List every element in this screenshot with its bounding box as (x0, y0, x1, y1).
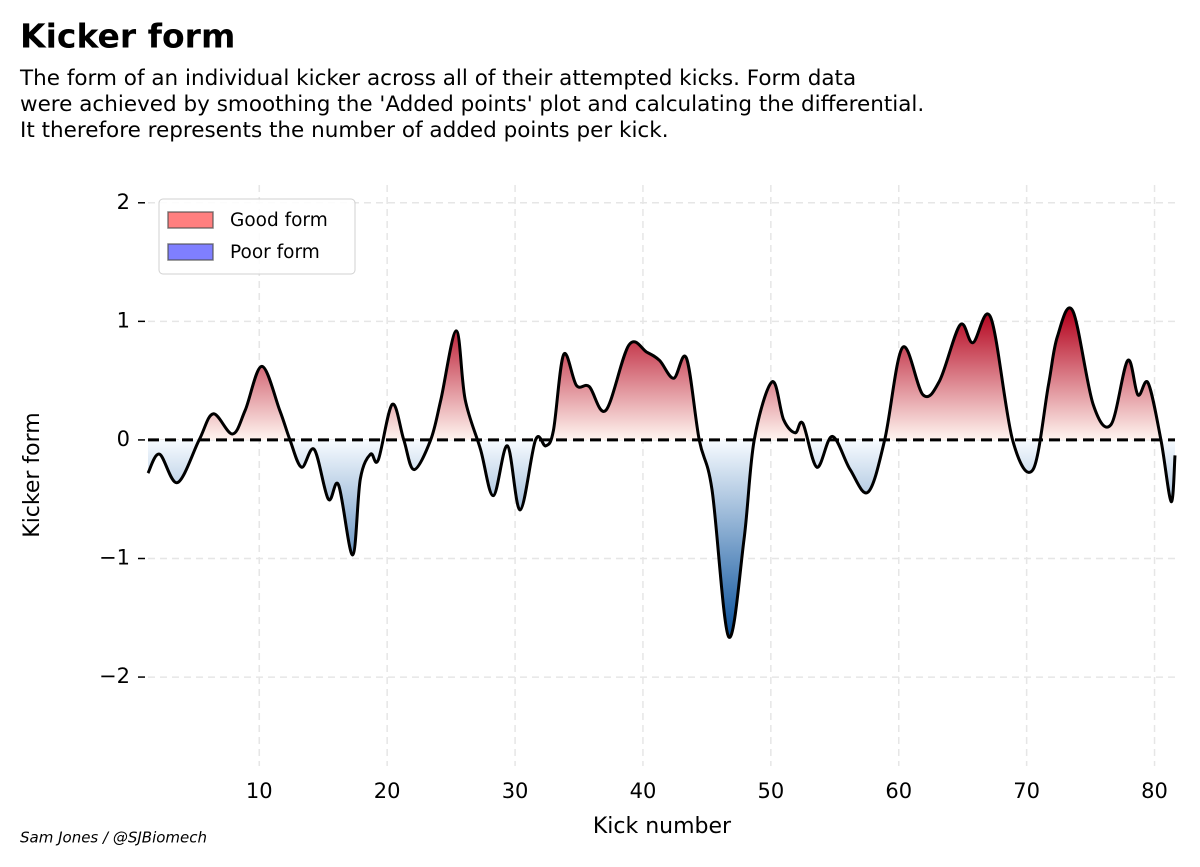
form-line (146, 306, 1177, 639)
y-tick-label: 0 (117, 427, 130, 451)
chart-title: Kicker form (20, 17, 235, 56)
y-tick-label: 2 (117, 190, 130, 214)
credit: Sam Jones / @SJBiomech (20, 829, 207, 847)
subtitle: were achieved by smoothing the 'Added po… (20, 92, 924, 117)
legend-swatch (167, 211, 214, 229)
subtitle: The form of an individual kicker across … (19, 66, 856, 91)
x-axis-label: Kick number (593, 814, 732, 839)
good-form-area (199, 308, 1161, 440)
x-tick-label: 60 (885, 779, 912, 803)
x-tick-label: 10 (246, 779, 273, 803)
legend-swatch (167, 243, 214, 261)
subtitle: It therefore represents the number of ad… (20, 118, 669, 143)
x-tick-label: 30 (502, 779, 529, 803)
x-tick-label: 70 (1013, 779, 1040, 803)
y-tick-label: −2 (99, 664, 130, 688)
poor-form-area (148, 439, 1175, 638)
x-tick-label: 20 (374, 779, 401, 803)
x-tick-label: 80 (1141, 779, 1168, 803)
legend-label: Poor form (230, 242, 320, 263)
x-tick-label: 50 (757, 779, 784, 803)
legend-label: Good form (230, 210, 328, 231)
y-tick-label: −1 (99, 546, 130, 570)
y-axis-label: Kicker form (20, 412, 45, 537)
y-tick-label: 1 (117, 308, 130, 332)
x-tick-label: 40 (630, 779, 657, 803)
